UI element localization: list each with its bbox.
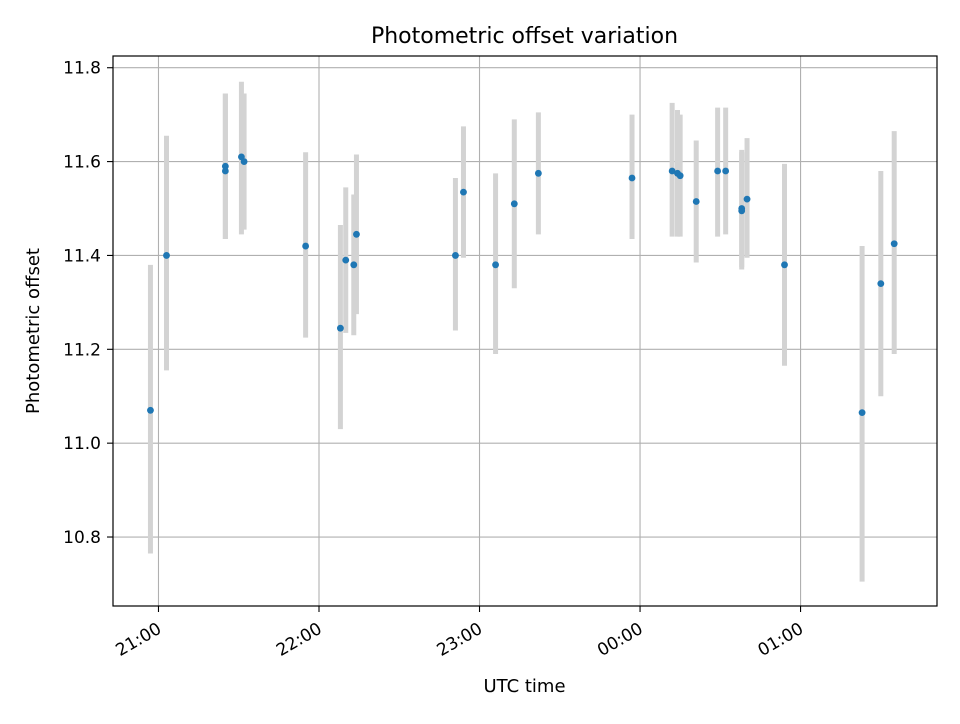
- chart-title: Photometric offset variation: [371, 24, 678, 49]
- data-points: [147, 153, 898, 417]
- data-point: [668, 167, 676, 175]
- data-point: [302, 242, 310, 250]
- data-point: [337, 324, 344, 332]
- data-point: [163, 252, 170, 259]
- y-axis-ticks: 10.8 11.0 11.2 11.4 11.6 11.8: [63, 59, 113, 548]
- data-point: [350, 261, 358, 269]
- data-point: [877, 280, 885, 288]
- data-point: [692, 198, 700, 205]
- data-point: [240, 158, 248, 165]
- data-point: [492, 261, 499, 269]
- data-point: [628, 174, 636, 182]
- y-tick-label: 11.2: [63, 340, 101, 360]
- y-axis-label: Photometric offset: [23, 248, 44, 414]
- data-point: [460, 188, 467, 196]
- data-point: [221, 167, 229, 175]
- data-point: [510, 200, 518, 208]
- y-tick-label: 11.8: [63, 59, 101, 79]
- data-point: [452, 252, 459, 259]
- data-point: [534, 169, 542, 177]
- y-tick-label: 11.6: [63, 153, 101, 173]
- data-point: [858, 409, 866, 417]
- y-tick-label: 10.8: [63, 528, 101, 548]
- data-point: [890, 240, 898, 248]
- y-tick-label: 11.0: [63, 434, 101, 454]
- plot-frame: [112, 55, 938, 607]
- x-axis-label: UTC time: [483, 676, 565, 697]
- data-point: [743, 195, 751, 203]
- data-point: [353, 230, 360, 238]
- data-point: [342, 256, 350, 264]
- y-tick-label: 11.4: [63, 246, 101, 266]
- data-point: [221, 162, 229, 170]
- grid-lines: [113, 56, 937, 606]
- data-point: [738, 207, 746, 215]
- data-point: [714, 167, 722, 175]
- data-point: [676, 172, 684, 180]
- data-point: [781, 261, 788, 269]
- data-point: [722, 167, 730, 175]
- data-point: [147, 406, 154, 414]
- plot-area: [113, 56, 937, 606]
